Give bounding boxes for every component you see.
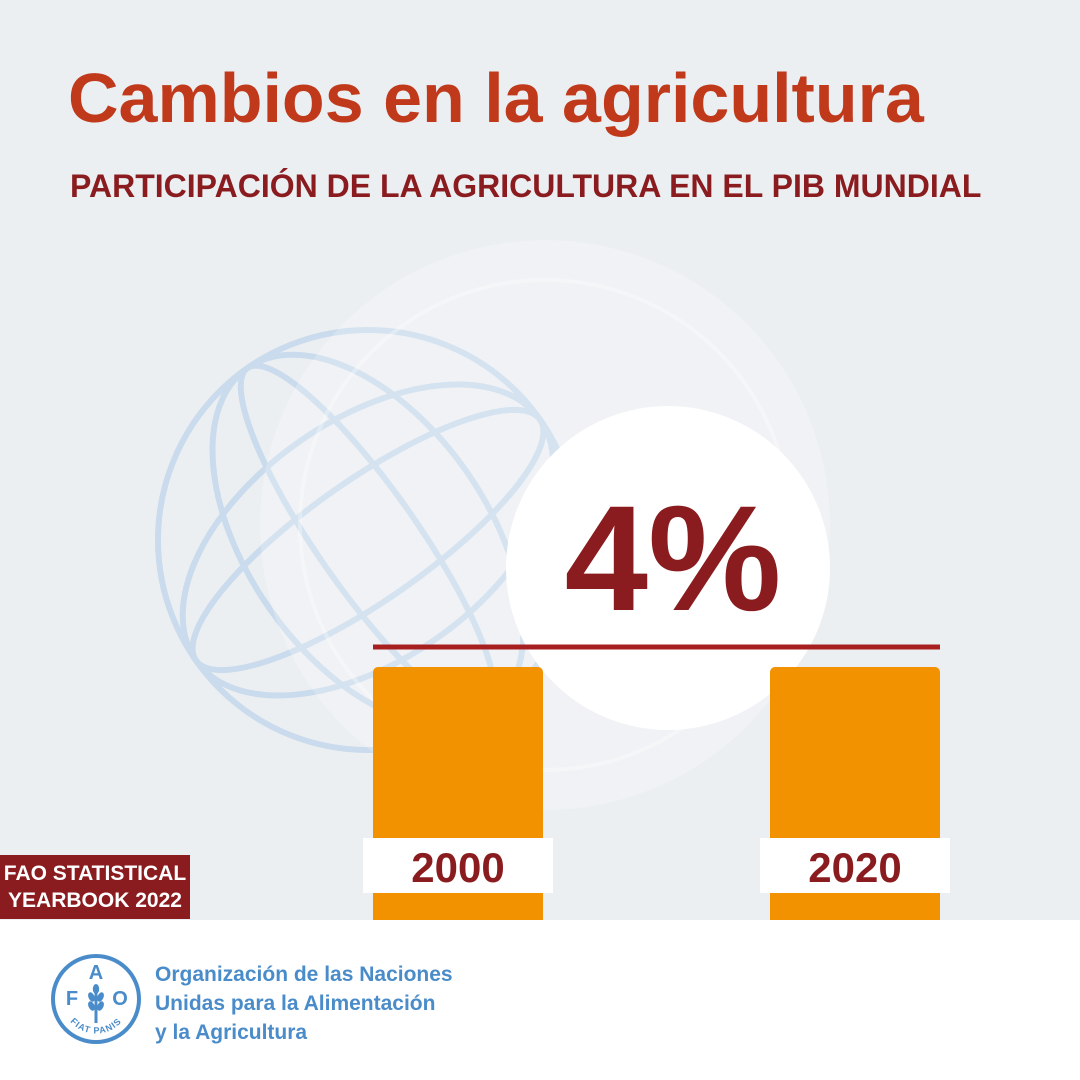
svg-text:F: F xyxy=(66,988,78,1010)
organization-line-1: Organización de las Naciones xyxy=(155,963,453,986)
category-labels-layer: 2000 2020 xyxy=(363,838,950,893)
svg-text:O: O xyxy=(112,988,128,1010)
infographic-panel: Cambios en la agricultura PARTICIPACIÓN … xyxy=(0,0,1080,920)
organization-name: Organización de las Naciones Unidas para… xyxy=(155,960,453,1047)
organization-line-2: Unidas para la Alimentación xyxy=(155,992,436,1015)
chart-subtitle: PARTICIPACIÓN DE LA AGRICULTURA EN EL PI… xyxy=(70,168,982,204)
page-title: Cambios en la agricultura xyxy=(68,59,924,137)
organization-line-3: y la Agricultura xyxy=(155,1021,308,1044)
yearbook-badge: FAO STATISTICAL YEARBOOK 2022 xyxy=(0,855,190,919)
value-annotation: 4% xyxy=(565,474,782,642)
bar-chart: 4% 2000 2020 xyxy=(363,406,950,920)
badge-line-1: FAO STATISTICAL xyxy=(3,862,187,885)
fao-logo-icon: F A O FIAT PANIS xyxy=(51,954,141,1044)
category-label-box-2020 xyxy=(760,838,950,893)
category-label-2000: 2000 xyxy=(411,844,504,891)
badge-line-2: YEARBOOK 2022 xyxy=(8,889,182,912)
category-label-2020: 2020 xyxy=(808,844,901,891)
svg-text:A: A xyxy=(89,962,103,984)
footer: F A O FIAT PANIS Organización de las Nac… xyxy=(0,920,1080,1080)
category-label-box-2000 xyxy=(363,838,553,893)
